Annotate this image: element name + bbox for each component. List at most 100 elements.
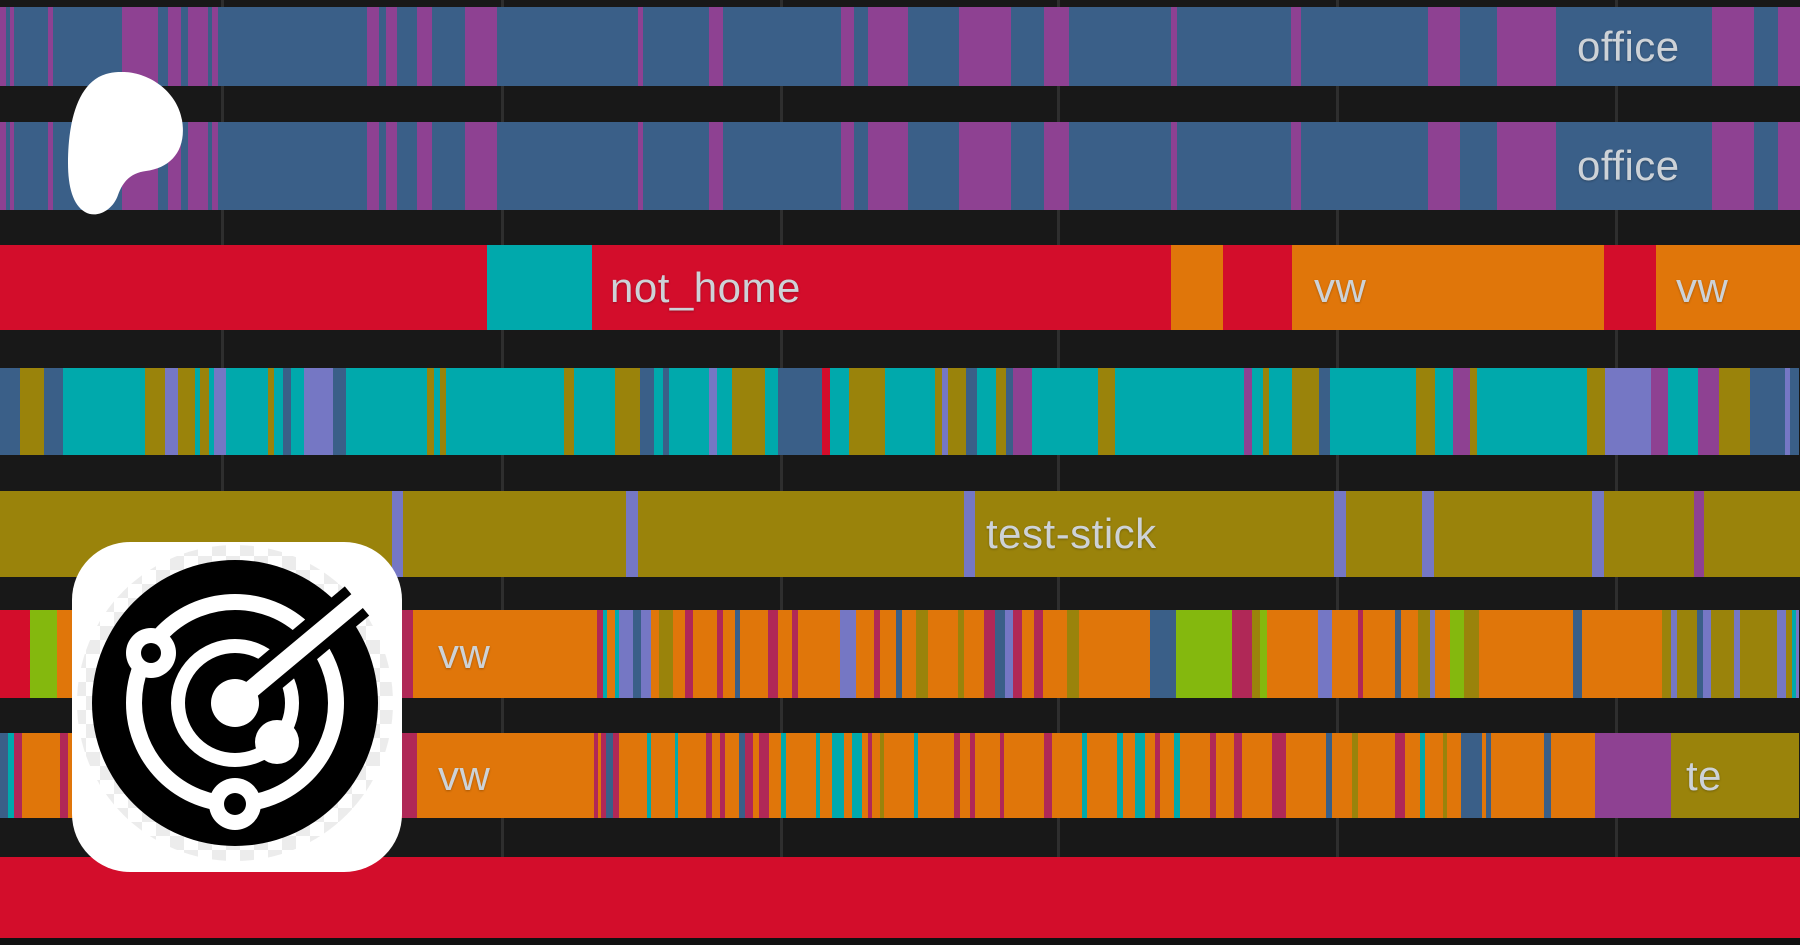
timeline-segment[interactable] [618,733,647,818]
timeline-segment[interactable] [1082,733,1088,818]
timeline-segment[interactable] [879,733,885,818]
timeline-segment[interactable] [867,733,872,818]
timeline-segment[interactable] [180,122,188,210]
timeline-segment[interactable] [722,610,735,698]
timeline-segment[interactable] [1252,610,1261,698]
timeline-segment[interactable] [855,610,874,698]
timeline-segment[interactable] [563,368,574,455]
timeline-segment[interactable] [401,733,417,818]
timeline-segment[interactable] [1145,733,1156,818]
timeline-segment[interactable] [879,610,896,698]
timeline-segment[interactable] [1740,610,1778,698]
timeline-segment[interactable] [1290,7,1301,86]
timeline-segment[interactable] [1010,7,1044,86]
timeline-segment[interactable] [1427,122,1460,210]
timeline-segment[interactable] [829,368,849,455]
timeline-segment[interactable] [282,368,291,455]
timeline-segment[interactable] [716,368,732,455]
timeline-segment[interactable] [927,610,958,698]
timeline-segment[interactable] [851,733,862,818]
timeline-segment[interactable] [777,368,822,455]
timeline-segment[interactable] [1750,368,1786,455]
timeline-segment[interactable] [861,733,868,818]
timeline-segment[interactable] [975,733,1001,818]
timeline-segment[interactable] [21,733,60,818]
timeline-segment[interactable] [650,733,675,818]
timeline-segment[interactable] [431,122,465,210]
timeline-segment[interactable] [1703,610,1712,698]
timeline-segment[interactable] [918,733,955,818]
timeline-segment[interactable] [734,610,740,698]
timeline-segment[interactable] [739,610,768,698]
timeline-segment[interactable] [396,7,417,86]
timeline-segment[interactable] [1796,610,1800,698]
timeline-segment[interactable] [1461,733,1483,818]
timeline-segment[interactable] [934,368,942,455]
timeline-segment[interactable] [1656,245,1800,330]
timeline-segment[interactable] [873,610,880,698]
timeline-segment[interactable] [1123,733,1136,818]
timeline-segment[interactable] [797,610,840,698]
timeline-segment[interactable] [1358,733,1396,818]
timeline-segment[interactable] [211,7,218,86]
timeline-segment[interactable] [1135,733,1146,818]
timeline-segment[interactable] [0,122,6,210]
timeline-segment[interactable] [738,733,745,818]
timeline-segment[interactable] [777,610,792,698]
timeline-segment[interactable] [1418,610,1431,698]
timeline-segment[interactable] [1435,610,1451,698]
timeline-segment[interactable] [1170,122,1177,210]
timeline-segment[interactable] [59,733,68,818]
timeline-segment[interactable] [692,610,717,698]
timeline-segment[interactable] [217,7,367,86]
timeline-segment[interactable] [1329,368,1416,455]
timeline-segment[interactable] [708,7,723,86]
timeline-segment[interactable] [416,733,594,818]
timeline-segment[interactable] [907,122,959,210]
timeline-segment[interactable] [1711,122,1754,210]
timeline-segment[interactable] [1267,610,1319,698]
timeline-segment[interactable] [303,368,333,455]
timeline-segment[interactable] [13,733,22,818]
timeline-segment[interactable] [1010,122,1044,210]
timeline-segment[interactable] [791,610,798,698]
timeline-segment[interactable] [1573,610,1583,698]
timeline-segment[interactable] [573,368,615,455]
timeline-segment[interactable] [1651,368,1669,455]
timeline-segment[interactable] [963,610,984,698]
timeline-segment[interactable] [606,610,615,698]
timeline-segment[interactable] [1671,733,1800,818]
timeline-segment[interactable] [853,7,868,86]
timeline-segment[interactable] [290,368,304,455]
timeline-segment[interactable] [941,368,948,455]
timeline-segment[interactable] [187,7,208,86]
timeline-segment[interactable] [1605,368,1652,455]
timeline-segment[interactable] [1482,733,1487,818]
timeline-segment[interactable] [1066,610,1079,698]
timeline-segment[interactable] [1286,733,1327,818]
timeline-segment[interactable] [413,610,597,698]
timeline-segment[interactable] [1443,733,1448,818]
timeline-segment[interactable] [1232,610,1253,698]
timeline-segment[interactable] [716,610,723,698]
timeline-segment[interactable] [1171,245,1223,330]
timeline-segment[interactable] [662,368,669,455]
timeline-segment[interactable] [1180,733,1211,818]
timeline-segment[interactable] [1604,245,1656,330]
timeline-segment[interactable] [668,368,709,455]
timeline-segment[interactable] [19,368,44,455]
timeline-segment[interactable] [618,610,633,698]
timeline-segment[interactable] [1491,733,1545,818]
timeline-segment[interactable] [1149,610,1176,698]
timeline-segment[interactable] [164,368,178,455]
timeline-segment[interactable] [1097,368,1115,455]
timeline-segment[interactable] [1434,368,1453,455]
timeline-segment[interactable] [1734,610,1741,698]
timeline-segment[interactable] [207,122,212,210]
timeline-segment[interactable] [267,368,274,455]
timeline-segment[interactable] [653,368,663,455]
timeline-segment[interactable] [273,368,283,455]
timeline-segment[interactable] [650,610,659,698]
timeline-segment[interactable] [1792,610,1797,698]
timeline-segment[interactable] [626,491,638,577]
